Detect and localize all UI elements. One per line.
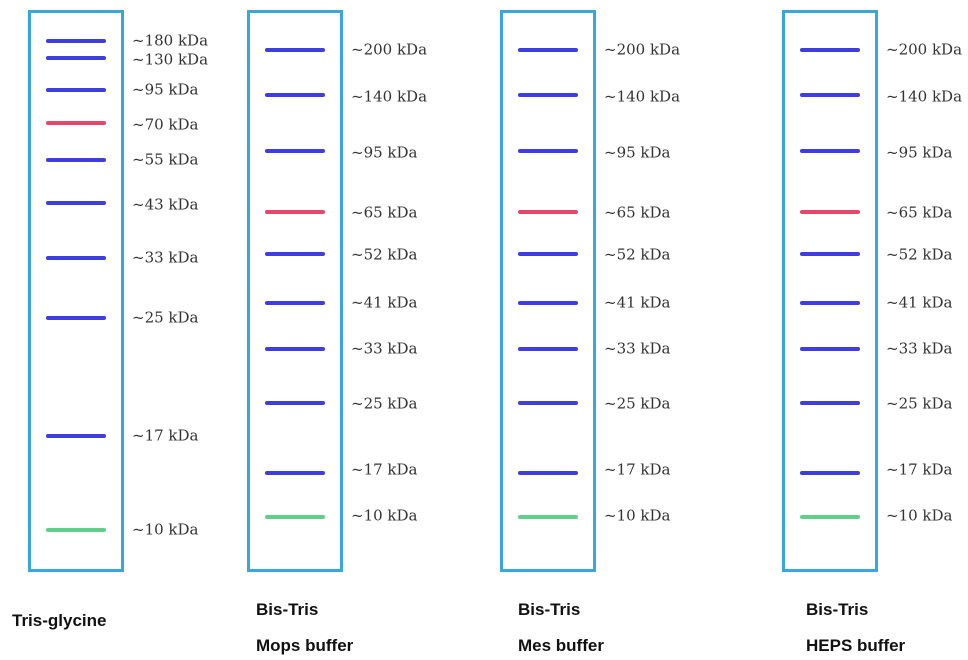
marker-label: ~95 kDa	[132, 80, 199, 99]
marker-label: ~140 kDa	[886, 87, 963, 106]
marker-band-95kda	[265, 149, 325, 153]
lane-buffer-caption: Bis-Tris	[518, 600, 581, 619]
gel-lane-1	[28, 10, 124, 572]
marker-label: ~65 kDa	[886, 203, 953, 222]
marker-band-17kda	[46, 434, 106, 438]
marker-band-25kda	[265, 401, 325, 405]
marker-band-52kda	[265, 252, 325, 256]
marker-label: ~200 kDa	[604, 40, 681, 59]
gel-lane-4	[782, 10, 878, 572]
lane-buffer-caption: Mops buffer	[256, 636, 354, 655]
marker-label: ~17 kDa	[351, 460, 418, 479]
marker-band-33kda	[518, 347, 578, 351]
marker-label: ~17 kDa	[132, 426, 199, 445]
marker-label: ~41 kDa	[886, 293, 953, 312]
marker-label: ~95 kDa	[604, 143, 671, 162]
marker-label: ~25 kDa	[604, 394, 671, 413]
marker-label: ~25 kDa	[132, 308, 199, 327]
marker-band-33kda	[46, 256, 106, 260]
marker-label: ~25 kDa	[886, 394, 953, 413]
marker-label: ~33 kDa	[886, 339, 953, 358]
marker-label: ~43 kDa	[132, 195, 199, 214]
gel-lane-2	[247, 10, 343, 572]
marker-band-140kda	[518, 93, 578, 97]
marker-label: ~95 kDa	[886, 143, 953, 162]
lane-buffer-caption: HEPS buffer	[806, 636, 906, 655]
marker-band-17kda	[518, 471, 578, 475]
marker-label: ~140 kDa	[351, 87, 428, 106]
marker-label: ~33 kDa	[604, 339, 671, 358]
marker-label: ~180 kDa	[132, 31, 209, 50]
marker-label: ~10 kDa	[351, 506, 418, 525]
marker-label: ~10 kDa	[886, 506, 953, 525]
marker-label: ~200 kDa	[351, 40, 428, 59]
marker-band-65kda	[518, 210, 578, 214]
marker-band-10kda	[265, 515, 325, 519]
marker-band-10kda	[518, 515, 578, 519]
marker-band-140kda	[800, 93, 860, 97]
marker-band-200kda	[518, 48, 578, 52]
marker-label: ~95 kDa	[351, 143, 418, 162]
marker-band-95kda	[46, 88, 106, 92]
marker-label: ~130 kDa	[132, 50, 209, 69]
marker-band-17kda	[800, 471, 860, 475]
marker-label: ~41 kDa	[604, 293, 671, 312]
marker-band-65kda	[800, 210, 860, 214]
marker-band-95kda	[800, 149, 860, 153]
marker-band-55kda	[46, 158, 106, 162]
marker-band-200kda	[800, 48, 860, 52]
marker-band-10kda	[46, 528, 106, 532]
gel-lane-3	[500, 10, 596, 572]
marker-label: ~33 kDa	[351, 339, 418, 358]
marker-band-130kda	[46, 56, 106, 60]
marker-band-95kda	[518, 149, 578, 153]
marker-band-180kda	[46, 39, 106, 43]
marker-label: ~65 kDa	[604, 203, 671, 222]
marker-band-70kda	[46, 121, 106, 125]
marker-label: ~10 kDa	[604, 506, 671, 525]
lane-buffer-caption: Mes buffer	[518, 636, 604, 655]
marker-label: ~41 kDa	[351, 293, 418, 312]
marker-label: ~25 kDa	[351, 394, 418, 413]
marker-label: ~52 kDa	[886, 245, 953, 264]
lane-buffer-caption: Bis-Tris	[256, 600, 319, 619]
marker-band-33kda	[265, 347, 325, 351]
marker-band-65kda	[265, 210, 325, 214]
marker-label: ~65 kDa	[351, 203, 418, 222]
marker-label: ~10 kDa	[132, 520, 199, 539]
marker-band-25kda	[800, 401, 860, 405]
marker-band-10kda	[800, 515, 860, 519]
marker-band-41kda	[800, 301, 860, 305]
marker-band-25kda	[518, 401, 578, 405]
marker-band-52kda	[800, 252, 860, 256]
marker-label: ~140 kDa	[604, 87, 681, 106]
marker-label: ~200 kDa	[886, 40, 963, 59]
marker-label: ~70 kDa	[132, 115, 199, 134]
marker-band-140kda	[265, 93, 325, 97]
marker-label: ~17 kDa	[886, 460, 953, 479]
lane-buffer-caption: Bis-Tris	[806, 600, 869, 619]
marker-label: ~17 kDa	[604, 460, 671, 479]
marker-band-33kda	[800, 347, 860, 351]
marker-label: ~55 kDa	[132, 150, 199, 169]
lane-buffer-caption: Tris-glycine	[12, 611, 107, 630]
marker-band-52kda	[518, 252, 578, 256]
marker-band-41kda	[518, 301, 578, 305]
marker-label: ~52 kDa	[351, 245, 418, 264]
marker-label: ~52 kDa	[604, 245, 671, 264]
marker-label: ~33 kDa	[132, 248, 199, 267]
marker-band-41kda	[265, 301, 325, 305]
marker-band-17kda	[265, 471, 325, 475]
marker-band-200kda	[265, 48, 325, 52]
marker-band-43kda	[46, 201, 106, 205]
marker-band-25kda	[46, 316, 106, 320]
